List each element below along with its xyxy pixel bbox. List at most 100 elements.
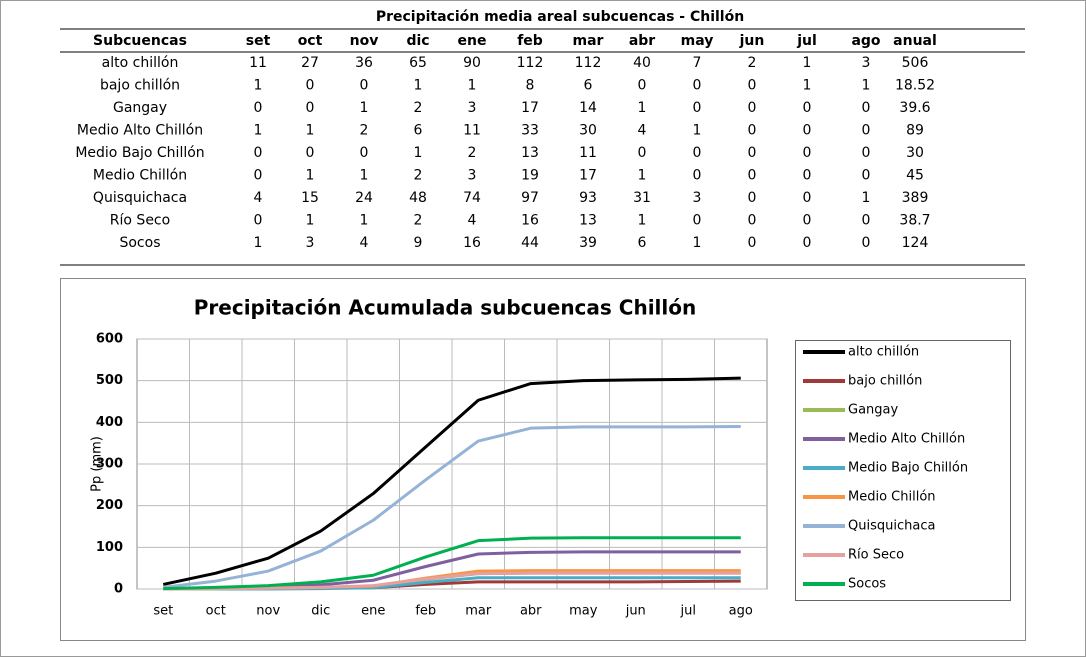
table-cell: 97 [521,190,539,206]
table-cell: 11 [249,55,267,71]
table-cell: 0 [254,145,263,161]
table-cell: 0 [803,190,812,206]
table-cell: 0 [748,168,757,184]
table-cell: 0 [638,145,647,161]
table-cell: 1 [306,168,315,184]
table-cell: 0 [748,190,757,206]
series-line [163,425,741,589]
table-cell: 1 [360,100,369,116]
table-cell: 0 [803,100,812,116]
table-cell: 16 [521,213,539,229]
y-tick-label: 0 [114,582,123,597]
table-cell: 0 [306,78,315,94]
table-cell: 2 [414,213,423,229]
table-cell: 0 [803,168,812,184]
table-cell: 3 [306,235,315,251]
table-cell: 0 [306,100,315,116]
x-tick-label: jun [625,604,646,619]
table-cell: 0 [862,145,871,161]
table-cell: alto chillón [102,55,179,71]
table-cell: 1 [862,190,871,206]
table-cell: 0 [254,213,263,229]
table-cell: Medio Alto Chillón [77,123,203,139]
column-header: ago [851,33,880,49]
table-cell: 1 [254,123,263,139]
table-cell: 6 [638,235,647,251]
column-header: anual [893,33,937,49]
y-axis-label: Pp (mm) [90,436,105,492]
table-cell: bajo chillón [100,78,180,94]
table-cell: 0 [803,123,812,139]
table-cell: Socos [119,235,160,251]
table-cell: 1 [360,168,369,184]
table-cell: 0 [803,235,812,251]
table-cell: 27 [301,55,319,71]
table-cell: 1 [414,78,423,94]
table-cell: 31 [633,190,651,206]
table-cell: 0 [862,123,871,139]
table-cell: 124 [902,235,929,251]
table-cell: 1 [414,145,423,161]
column-header: dic [406,33,429,49]
table-cell: 0 [360,145,369,161]
table-cell: 2 [468,145,477,161]
table-cell: 1 [862,78,871,94]
table-cell: 39 [579,235,597,251]
y-tick-label: 500 [96,373,123,388]
table-cell: 2 [414,168,423,184]
column-header: jul [796,33,817,49]
table-cell: 0 [862,168,871,184]
column-header: jun [739,33,765,49]
table-cell: 16 [463,235,481,251]
table-cell: Río Seco [110,213,170,229]
table-cell: 30 [906,145,924,161]
legend-label: Río Seco [848,548,904,563]
table-cell: 1 [468,78,477,94]
table-cell: 93 [579,190,597,206]
table-cell: 11 [463,123,481,139]
table-cell: 14 [579,100,597,116]
column-header: nov [350,33,379,49]
table-cell: 45 [906,168,924,184]
series-line [163,571,741,591]
table-cell: 1 [693,235,702,251]
table-cell: 17 [579,168,597,184]
column-header: may [681,33,714,49]
table-cell: 65 [409,55,427,71]
y-tick-label: 100 [96,540,123,555]
table-cell: 4 [254,190,263,206]
legend-label: alto chillón [848,345,919,360]
table-cell: 36 [355,55,373,71]
y-tick-label: 300 [96,457,123,472]
table-cell: 0 [862,235,871,251]
table-cell: 1 [638,213,647,229]
table-cell: 15 [301,190,319,206]
table-cell: 0 [748,78,757,94]
table-cell: 4 [468,213,477,229]
x-tick-label: feb [415,604,436,619]
table-cell: 0 [693,145,702,161]
table-cell: 6 [414,123,423,139]
table-cell: 1 [254,235,263,251]
table-cell: 4 [638,123,647,139]
table-cell: 0 [693,213,702,229]
series-line [162,376,741,586]
table-cell: 0 [748,123,757,139]
table-cell: 74 [463,190,481,206]
x-tick-label: may [569,604,598,619]
table-cell: 1 [306,213,315,229]
x-tick-label: ene [361,604,385,619]
table-cell: 1 [254,78,263,94]
column-header: oct [298,33,323,49]
table-cell: 2 [748,55,757,71]
table-cell: 112 [575,55,602,71]
x-tick-label: oct [206,604,226,619]
table-cell: 0 [254,100,263,116]
table-cell: 6 [584,78,593,94]
legend-label: Medio Bajo Chillón [848,461,968,476]
table-cell: 1 [638,168,647,184]
table-cell: 0 [803,213,812,229]
y-tick-label: 600 [96,332,123,347]
table-cell: 48 [409,190,427,206]
